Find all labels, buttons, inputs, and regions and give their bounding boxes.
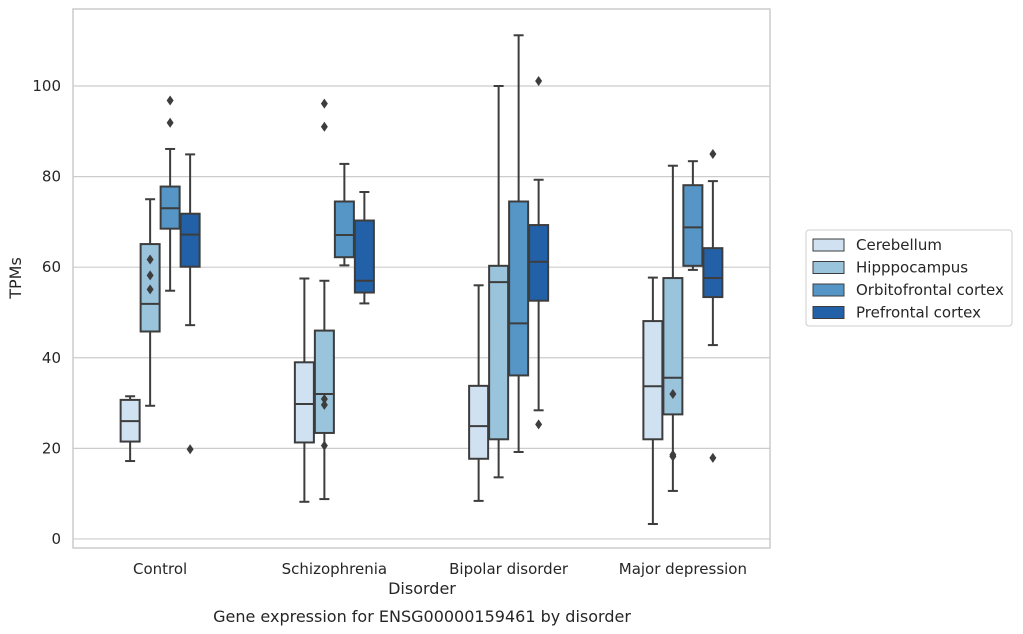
box-body xyxy=(702,247,724,299)
legend-label: Hipppocampus xyxy=(856,259,968,277)
box-body xyxy=(682,184,704,267)
box-body xyxy=(528,224,550,302)
box-body xyxy=(179,212,201,268)
outlier-point xyxy=(186,444,194,455)
box-hipppocampus-2 xyxy=(488,85,510,479)
box-body xyxy=(642,320,664,441)
box-orbitofrontal-cortex-1 xyxy=(333,162,355,267)
box-body xyxy=(353,219,375,294)
outlier-point xyxy=(669,389,677,399)
y-axis-ticks: 0 20 40 60 80 100 xyxy=(32,77,61,548)
outlier-point xyxy=(166,117,174,128)
legend-label: Cerebellum xyxy=(856,236,942,254)
box-orbitofrontal-cortex-3 xyxy=(682,160,704,271)
x-tick-label: Major depression xyxy=(619,560,747,578)
outlier-point xyxy=(320,399,328,410)
y-tick-label: 20 xyxy=(42,439,61,457)
outlier-point xyxy=(709,452,717,463)
box-hipppocampus-3 xyxy=(662,164,684,492)
legend: Cerebellum Hipppocampus Orbitofrontal cort… xyxy=(805,229,1013,327)
box-prefrontal-cortex-0 xyxy=(179,153,201,455)
x-tick-label: Schizophrenia xyxy=(282,560,387,578)
box-body xyxy=(333,200,355,259)
box-cerebellum-3 xyxy=(642,276,664,525)
box-prefrontal-cortex-1 xyxy=(353,190,375,305)
box-hipppocampus-1 xyxy=(313,98,335,501)
outlier-point xyxy=(166,95,174,106)
box-prefrontal-cortex-3 xyxy=(702,148,724,463)
box-body xyxy=(488,264,510,441)
outlier-point xyxy=(320,98,328,109)
x-axis-ticks: Control Schizophrenia Bipolar disorder Majo… xyxy=(133,560,747,578)
outlier-point xyxy=(146,284,154,295)
box-body xyxy=(508,200,530,377)
box-body xyxy=(468,384,490,460)
legend-label: Prefrontal cortex xyxy=(856,304,981,322)
outlier-point xyxy=(146,254,154,265)
box-orbitofrontal-cortex-0 xyxy=(159,95,181,292)
box-body xyxy=(293,361,315,444)
legend-label: Orbitofrontal cortex xyxy=(856,281,1004,299)
x-axis-label: Disorder xyxy=(388,579,456,598)
y-tick-label: 0 xyxy=(51,530,61,548)
outlier-point xyxy=(146,270,154,281)
box-prefrontal-cortex-2 xyxy=(528,76,550,430)
chart-title: Gene expression for ENSG00000159461 by d… xyxy=(213,607,631,626)
box-orbitofrontal-cortex-2 xyxy=(508,34,530,453)
box-body xyxy=(313,329,335,434)
box-hipppocampus-0 xyxy=(139,198,161,407)
box-plots xyxy=(119,34,724,525)
box-cerebellum-2 xyxy=(468,284,490,502)
outlier-point xyxy=(535,419,543,430)
box-cerebellum-0 xyxy=(119,395,141,463)
outlier-point xyxy=(709,148,717,159)
y-axis-label: TPMs xyxy=(6,257,25,300)
y-tick-label: 40 xyxy=(42,349,61,367)
legend-swatch xyxy=(812,283,845,297)
box-cerebellum-1 xyxy=(293,277,315,503)
outlier-point xyxy=(535,76,543,87)
outlier-point xyxy=(669,449,677,460)
x-tick-label: Control xyxy=(133,560,187,578)
y-tick-label: 60 xyxy=(42,258,61,276)
box-body xyxy=(662,277,684,416)
legend-swatch xyxy=(812,261,845,274)
legend-frame xyxy=(805,229,1013,327)
legend-swatch xyxy=(812,238,845,252)
outlier-point xyxy=(320,393,328,404)
outlier-point xyxy=(320,440,328,451)
y-tick-label: 80 xyxy=(42,168,61,186)
legend-swatch xyxy=(812,306,845,319)
plot-frame xyxy=(72,8,771,549)
y-tick-label: 100 xyxy=(32,77,61,95)
x-tick-label: Bipolar disorder xyxy=(449,560,569,578)
outlier-point xyxy=(320,121,328,132)
